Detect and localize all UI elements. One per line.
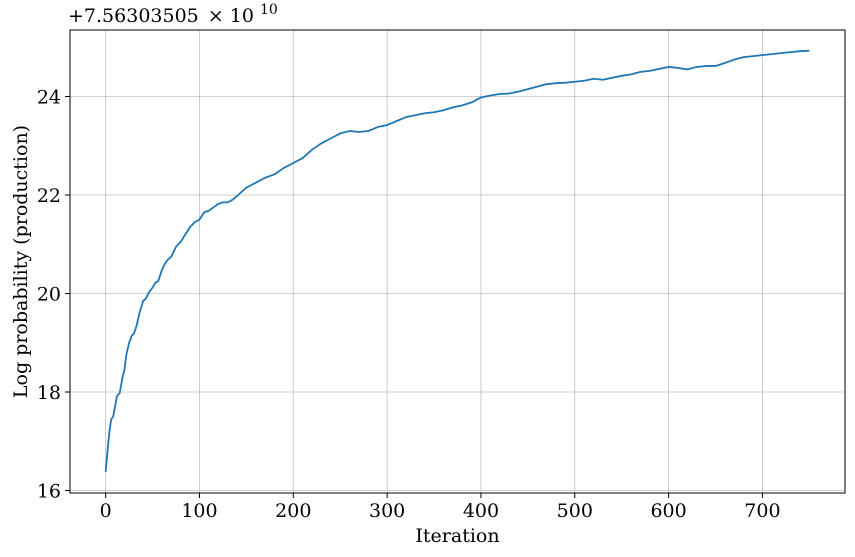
ticks: 0 100 200 300 400 500 600 700 16 18 20 22 24	[37, 86, 781, 522]
x-tick-label: 600	[650, 500, 686, 522]
x-axis-label: Iteration	[415, 525, 499, 547]
x-tick-label: 500	[557, 500, 593, 522]
y-tick-label: 16	[37, 481, 61, 503]
x-tick-label: 300	[369, 500, 405, 522]
y-axis-label: Log probability (production)	[10, 125, 32, 398]
offset-multiplier: × 10	[208, 5, 254, 27]
x-tick-label: 200	[275, 500, 311, 522]
series-line-0	[104, 49, 810, 472]
offset-exponent: 10	[260, 2, 278, 18]
y-tick-label: 20	[37, 284, 61, 306]
series	[104, 49, 810, 472]
y-axis-offset-text: +7.56303505 × 10 10	[68, 2, 278, 27]
grid	[70, 30, 845, 493]
y-tick-label: 22	[37, 185, 61, 207]
x-tick-label: 700	[744, 500, 780, 522]
x-tick-label: 0	[100, 500, 112, 522]
y-tick-label: 18	[37, 382, 61, 404]
x-tick-label: 100	[181, 500, 217, 522]
y-tick-label: 24	[37, 86, 61, 108]
axes-frame	[69, 29, 846, 494]
offset-value: +7.56303505	[68, 5, 199, 27]
x-tick-label: 400	[463, 500, 499, 522]
